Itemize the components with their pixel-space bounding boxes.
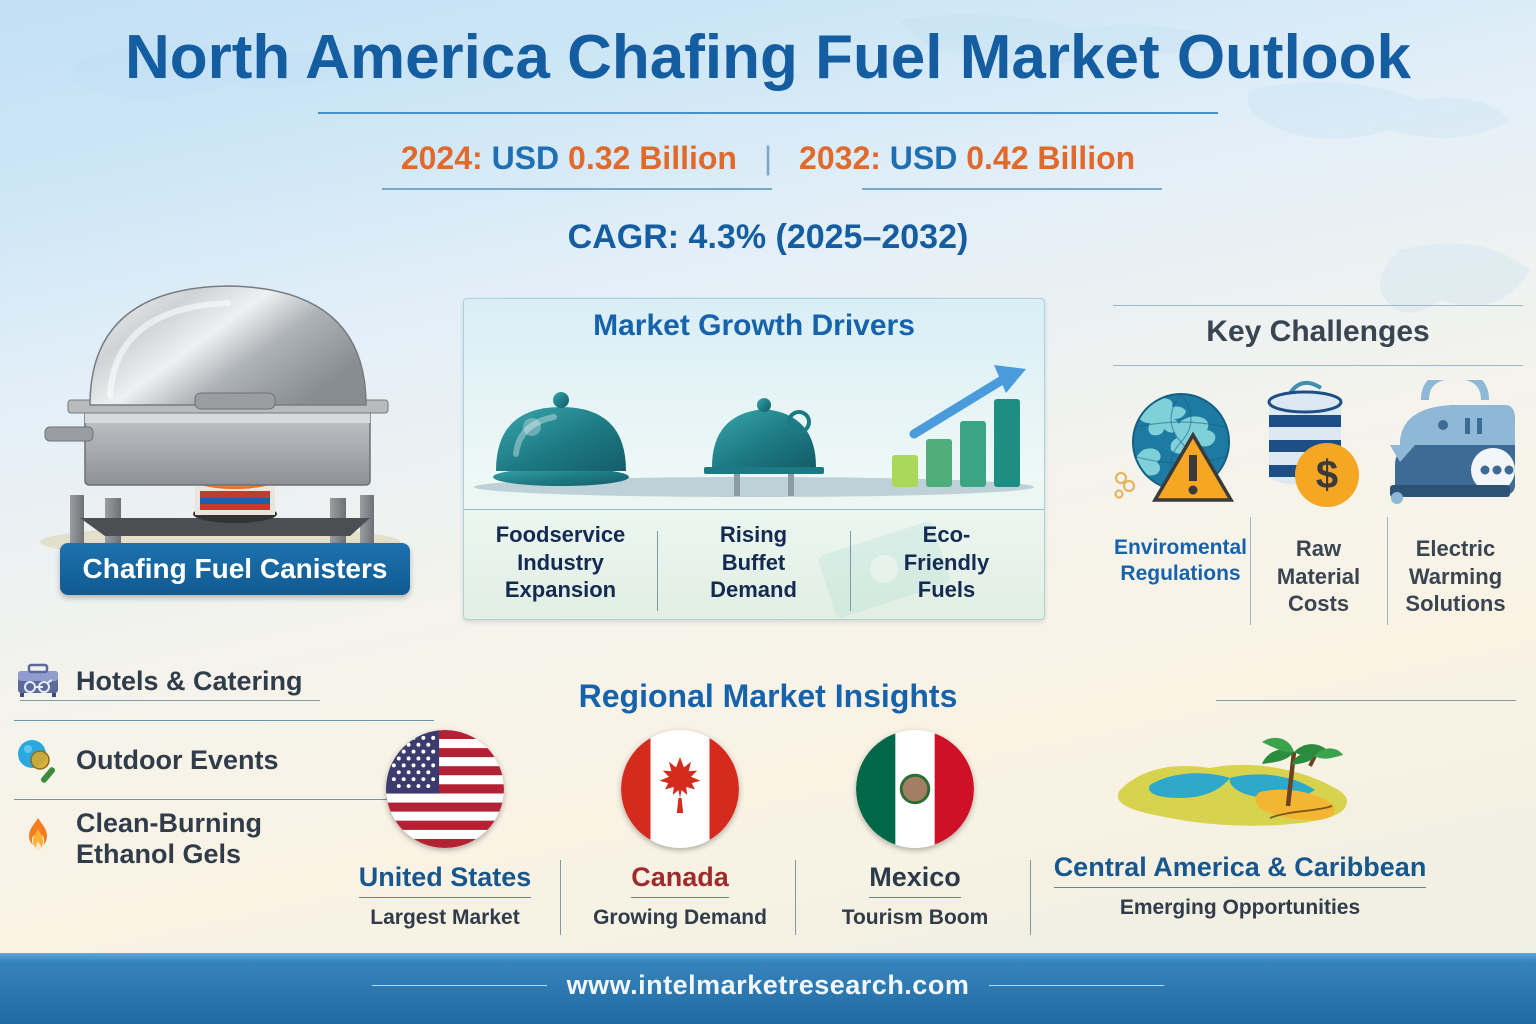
- svg-text:$: $: [1316, 453, 1338, 497]
